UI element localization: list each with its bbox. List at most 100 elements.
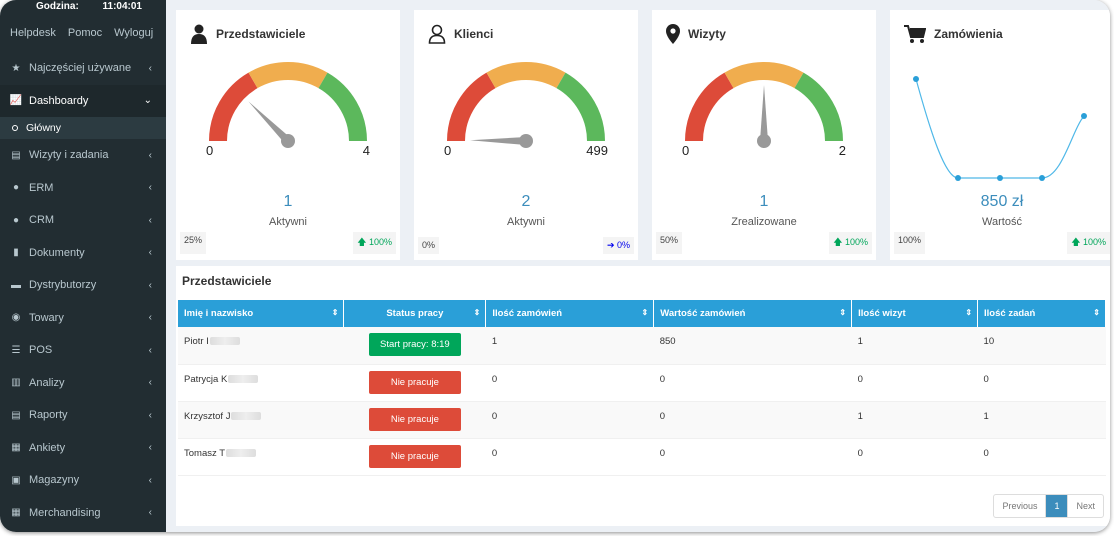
redacted-surname: [226, 448, 257, 457]
gauge-max: 499: [586, 143, 608, 158]
status-button[interactable]: Start pracy: 8:19: [368, 333, 461, 356]
sidebar-item-dashboardy[interactable]: 📈 Dashboardy ⌄: [0, 84, 166, 117]
sidebar-item-ankiety[interactable]: ▦ Ankiety ‹: [0, 432, 166, 465]
gauge-needle: [470, 137, 527, 145]
gauge-min: 0: [206, 143, 214, 158]
cell-tasks: 10: [977, 327, 1106, 365]
sidebar-item-najcz-ciej-u-ywane[interactable]: ★ Najczęściej używane ‹: [0, 52, 166, 85]
column-header-label: Ilość wizyt: [858, 308, 906, 319]
sidebar-item-crm[interactable]: ● CRM ‹: [0, 204, 166, 237]
cell-name: Piotr I: [178, 327, 344, 365]
table-row: Krzysztof J Nie pracuje 0 0 1 1: [178, 401, 1106, 439]
cell-order-value: 850: [653, 327, 852, 365]
card-clients: Klienci 0 499 2 Aktywni 0% ➔ 0%: [414, 10, 638, 260]
cell-status: Nie pracuje: [343, 364, 486, 402]
sidebar-item-wizyty-i-zadania[interactable]: ▤ Wizyty i zadania ‹: [0, 139, 166, 172]
status-button[interactable]: Nie pracuje: [368, 370, 461, 394]
pager-next[interactable]: Next: [1076, 501, 1095, 511]
right-percent: 100%: [1082, 237, 1106, 247]
gauge-red-segment: [209, 72, 258, 142]
chevron-down-icon: ⌄: [143, 95, 152, 107]
sidebar-item-analizy[interactable]: ▥ Analizy ‹: [0, 367, 166, 400]
column-header[interactable]: Status pracy ⇕: [343, 300, 487, 327]
cell-status: Start pracy: 8:19: [343, 327, 486, 365]
sidebar-item-label: Dystrybutorzy: [29, 279, 97, 292]
person-name: Tomasz T: [184, 447, 226, 459]
sidebar: Godzina: 11:04:01 Helpdesk Pomoc Wyloguj…: [0, 0, 166, 532]
left-percent: 25%: [180, 232, 207, 254]
sidebar-item-towary[interactable]: ◉ Towary ‹: [0, 302, 166, 335]
card-footer: 50% 🡅 100%: [656, 232, 872, 254]
card-header: Przedstawiciele: [190, 24, 305, 44]
card-header: Wizyty: [666, 24, 726, 44]
sidebar-item-dokumenty[interactable]: ▮ Dokumenty ‹: [0, 237, 166, 270]
cell-name: Krzysztof J: [178, 401, 344, 439]
gauge-orange-segment: [248, 62, 328, 89]
sidebar-menu: ★ Najczęściej używane ‹ 📈 Dashboardy ⌄ Główny ▤…: [0, 52, 166, 529]
sort-icon: ⇕: [641, 308, 649, 317]
column-header[interactable]: Ilość zamówień ⇕: [485, 300, 655, 327]
cell-order-value: 0: [653, 438, 852, 476]
chevron-left-icon: ‹: [148, 214, 152, 226]
sidebar-item-dystrybutorzy[interactable]: ▬ Dystrybutorzy ‹: [0, 269, 166, 302]
sidebar-item-magazyny[interactable]: ▣ Magazyny ‹: [0, 464, 166, 497]
sidebar-item-pos[interactable]: ☰ POS ‹: [0, 334, 166, 367]
chevron-left-icon: ‹: [148, 247, 152, 259]
document-icon: ▤: [11, 149, 21, 161]
redacted-surname: [209, 337, 240, 346]
gauge-needle: [760, 85, 768, 141]
list-icon: ☰: [11, 344, 21, 356]
cell-visits: 1: [851, 401, 978, 439]
sidebar-item-raporty[interactable]: ▤ Raporty ‹: [0, 399, 166, 432]
right-percent-badge: 🡅 100%: [829, 232, 872, 254]
column-header-label: Wartość zamówień: [660, 308, 746, 319]
chevron-left-icon: ‹: [148, 507, 152, 519]
sidebar-item-label: Analizy: [29, 376, 65, 389]
card-footer: 0% ➔ 0%: [418, 237, 634, 254]
gauge-needle: [248, 101, 291, 144]
status-button[interactable]: Nie pracuje: [368, 407, 461, 431]
column-header[interactable]: Ilość zadań ⇕: [977, 300, 1106, 327]
sidebar-item-erm[interactable]: ● ERM ‹: [0, 172, 166, 205]
cell-visits: 0: [851, 364, 978, 402]
representatives-table: Imię i nazwisko ⇕ Status pracy ⇕ Ilość zamów…: [178, 300, 1106, 476]
help-link[interactable]: Pomoc: [67, 27, 103, 39]
column-header[interactable]: Wartość zamówień ⇕: [653, 300, 853, 327]
card-footer: 100% 🡅 100%: [894, 232, 1110, 254]
logout-link[interactable]: Wyloguj: [114, 27, 154, 39]
card-representatives: Przedstawiciele 0 4 1 Aktywni 25% 🡅 100%: [176, 10, 400, 260]
gauge-green-segment: [318, 72, 367, 142]
column-header-label: Imię i nazwisko: [184, 308, 254, 319]
representatives-panel: Przedstawiciele Imię i nazwisko ⇕ Status p…: [176, 266, 1110, 526]
sidebar-item-merchandising[interactable]: ▦ Merchandising ‹: [0, 497, 166, 530]
sidebar-item-label: Raporty: [29, 409, 68, 422]
right-percent-badge: 🡅 100%: [353, 232, 396, 254]
pager-previous[interactable]: Previous: [1002, 501, 1038, 511]
orders-line-chart: [913, 76, 1087, 181]
card-label: Zrealizowane: [731, 216, 797, 228]
top-links: Helpdesk Pomoc Wyloguj: [0, 14, 166, 52]
warehouse-icon: ▣: [11, 474, 21, 486]
card-title: Przedstawiciele: [216, 27, 306, 41]
sidebar-item-label: Dashboardy: [29, 94, 89, 107]
sort-icon: ⇕: [1093, 308, 1100, 317]
chevron-left-icon: ‹: [148, 474, 152, 486]
column-header[interactable]: Imię i nazwisko ⇕: [178, 300, 345, 327]
status-button[interactable]: Nie pracuje: [368, 444, 461, 468]
card-visits: Wizyty 0 2 1 Zrealizowane 50% 🡅 100%: [652, 10, 876, 260]
column-header[interactable]: Ilość wizyt ⇕: [851, 300, 979, 327]
sidebar-item-label: Ankiety: [29, 441, 66, 454]
right-percent-badge: 🡅 100%: [1067, 232, 1110, 254]
helpdesk-link[interactable]: Helpdesk: [10, 27, 56, 39]
column-header-label: Status pracy: [386, 308, 444, 319]
person-name: Piotr I: [184, 336, 209, 347]
right-percent: 100%: [368, 237, 392, 247]
pager-page-1[interactable]: 1: [1045, 495, 1069, 517]
card-title: Klienci: [454, 27, 494, 41]
main-content: Przedstawiciele 0 4 1 Aktywni 25% 🡅 100% Klienc…: [166, 0, 1110, 532]
card-value: 1: [283, 193, 293, 210]
clock: Godzina: 11:04:01: [0, 0, 166, 14]
submenu-item-main[interactable]: Główny: [0, 117, 166, 139]
sidebar-item-label: ERM: [29, 181, 54, 194]
gauge: [209, 62, 367, 148]
